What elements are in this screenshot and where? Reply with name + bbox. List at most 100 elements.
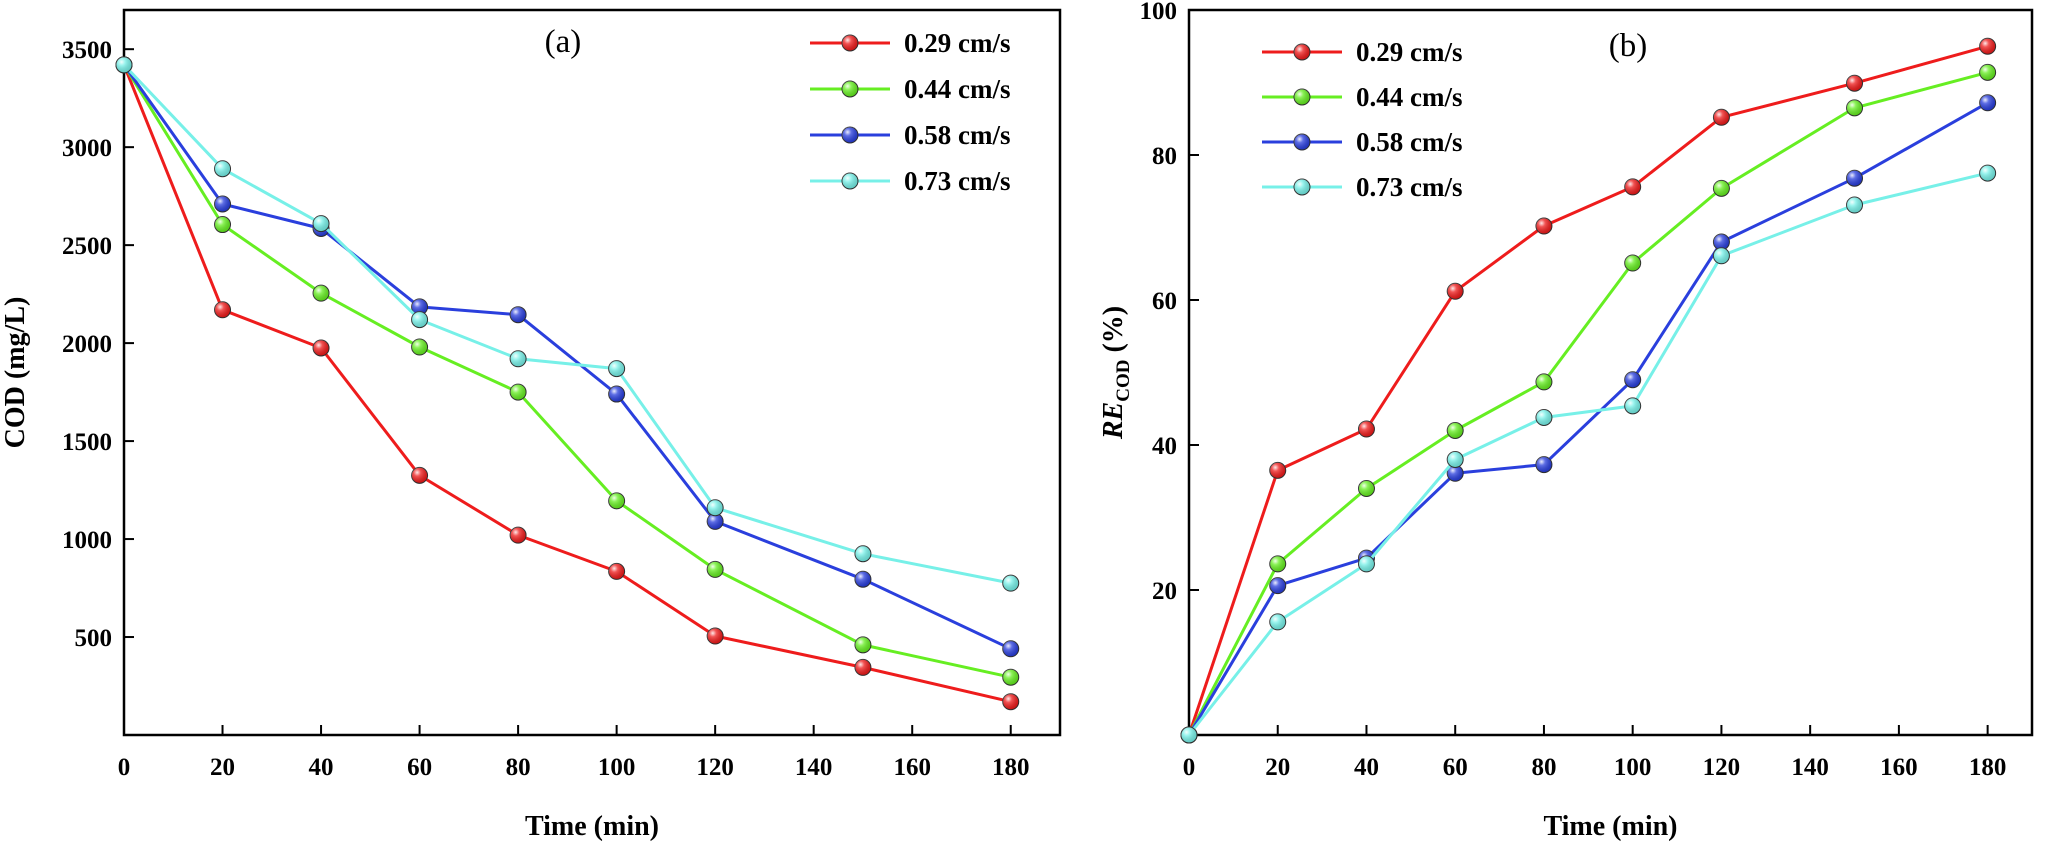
y-tick-label: 3000 [62, 135, 112, 162]
legend-swatch-shine [1294, 44, 1310, 60]
y-tick-label: 2500 [62, 233, 112, 260]
legend-label: 0.29 cm/s [1356, 37, 1462, 67]
data-point-shine [510, 350, 527, 367]
data-point-shine [1002, 693, 1019, 710]
data-point-shine [854, 545, 871, 562]
data-point-shine [510, 527, 527, 544]
data-point-shine [1269, 462, 1286, 479]
legend-label: 0.58 cm/s [904, 120, 1010, 150]
data-point-shine [1979, 94, 1996, 111]
series-a-029 [115, 56, 1020, 711]
data-point-shine [854, 571, 871, 588]
legend-swatch-shine [842, 81, 858, 97]
x-tick-label: 60 [407, 754, 432, 781]
x-tick-label: 160 [893, 754, 931, 781]
y-tick-label: 80 [1152, 143, 1177, 170]
data-point-shine [1002, 669, 1019, 686]
legend-label: 0.44 cm/s [904, 74, 1010, 104]
x-tick-label: 180 [992, 754, 1030, 781]
legend-swatch-shine [1294, 89, 1310, 105]
data-point-shine [1002, 640, 1019, 657]
data-point-shine [608, 386, 625, 403]
data-point-shine [608, 563, 625, 580]
legend: 0.29 cm/s 0.44 cm/s 0.58 cm/s 0.73 cm/s [1262, 37, 1462, 202]
data-point-shine [1535, 218, 1552, 235]
data-point-shine [411, 298, 428, 315]
x-tick-label: 180 [1969, 754, 2007, 781]
series-line [122, 64, 1012, 704]
data-point-shine [1447, 451, 1464, 468]
x-tick-label: 40 [309, 754, 334, 781]
series-line [1187, 44, 1989, 736]
x-tick-label: 140 [1791, 754, 1829, 781]
y-tick-label: 40 [1152, 433, 1177, 460]
data-point-shine [313, 215, 330, 232]
data-point-shine [1002, 575, 1019, 592]
data-point-shine [1979, 165, 1996, 182]
series-a-073 [115, 56, 1020, 592]
data-point-shine [707, 513, 724, 530]
y-tick-label: 500 [75, 625, 113, 652]
series-line [122, 64, 1012, 651]
data-point-shine [1358, 421, 1375, 438]
data-point-shine [1846, 75, 1863, 92]
x-tick-label: 100 [1614, 754, 1652, 781]
series-a-044 [115, 56, 1020, 686]
x-tick-label: 140 [795, 754, 833, 781]
x-axis-title: Time (min) [1543, 811, 1677, 842]
y-tick-label: 3500 [62, 37, 112, 64]
panel-label: (a) [545, 24, 582, 60]
x-axis-title: Time (min) [525, 811, 659, 842]
y-tick-label: 60 [1152, 288, 1177, 315]
data-point-shine [1535, 456, 1552, 473]
series-line [1187, 101, 1989, 736]
data-point-shine [707, 628, 724, 645]
data-point-shine [1713, 247, 1730, 264]
data-point-shine [1979, 64, 1996, 81]
data-point-shine [1181, 727, 1197, 743]
series-b-073 [1180, 164, 1997, 744]
x-tick-label: 20 [1265, 754, 1290, 781]
y-tick-label: 20 [1152, 578, 1177, 605]
plot-frame [1187, 8, 2034, 737]
data-point-shine [1979, 38, 1996, 55]
legend-swatch-shine [1294, 179, 1310, 195]
series-line [1187, 171, 1988, 736]
y-axis-title: COD (mg/L) [0, 297, 31, 449]
x-tick-label: 0 [118, 754, 131, 781]
data-point-shine [1624, 178, 1641, 195]
data-point-shine [1358, 555, 1375, 572]
x-tick-label: 80 [506, 754, 531, 781]
data-point-shine [313, 285, 330, 302]
data-point-shine [214, 301, 231, 318]
data-point-shine [1269, 577, 1286, 594]
data-point-shine [1846, 99, 1863, 116]
chart-cod: 0 20 40 60 80 100 120 140 160 180 500 1000 1500 2000 2… [0, 8, 1062, 842]
x-tick-label: 100 [598, 754, 636, 781]
data-point-shine [214, 195, 231, 212]
data-point-shine [608, 492, 625, 509]
data-point-shine [1713, 234, 1730, 250]
data-point-shine [1624, 371, 1641, 388]
legend-label: 0.58 cm/s [1356, 127, 1462, 157]
data-point-shine [411, 339, 428, 356]
x-tick-label: 160 [1880, 754, 1918, 781]
x-tick-label: 120 [696, 754, 734, 781]
chart-re-cod: 0 20 40 60 80 100 120 140 160 180 20 40 60 80 100 Time … [1098, 0, 2034, 842]
data-point-shine [854, 659, 871, 676]
data-point-shine [510, 306, 527, 323]
legend-swatch-shine [842, 173, 858, 189]
data-point-shine [1713, 180, 1730, 197]
data-point-shine [411, 467, 428, 484]
data-point-shine [608, 360, 625, 377]
data-point-shine [1846, 197, 1863, 214]
data-point-shine [1713, 109, 1730, 126]
legend-label: 0.44 cm/s [1356, 82, 1462, 112]
legend-swatch-shine [842, 127, 858, 143]
data-point-shine [313, 340, 330, 357]
data-point-shine [411, 311, 428, 328]
data-point-shine [707, 561, 724, 578]
data-point-shine [510, 384, 527, 401]
data-point-shine [1269, 613, 1286, 630]
y-tick-label: 100 [1140, 0, 1178, 25]
